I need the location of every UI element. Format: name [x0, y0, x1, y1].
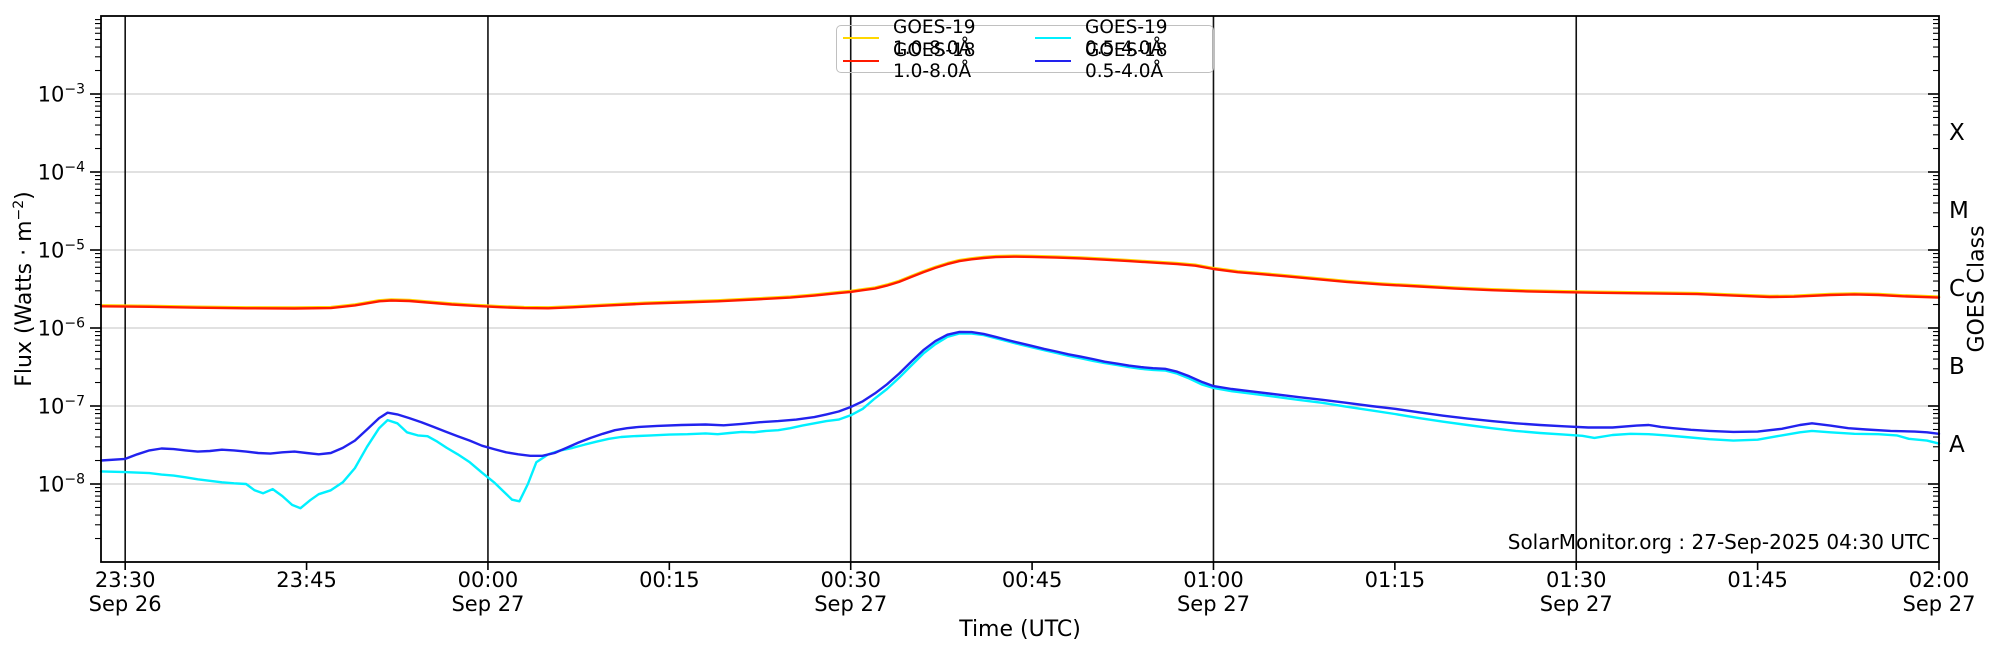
legend-item: GOES-19 0.5-4.0Å [1035, 17, 1201, 59]
x-tick-date-label: Sep 26 [88, 592, 162, 616]
legend-item-label: GOES-18 1.0-8.0Å [893, 39, 976, 82]
y-tick-base: 10 [37, 82, 65, 107]
legend-item-label: GOES-19 1.0-8.0Å [893, 16, 976, 59]
series-line-goes-19-1-0-8-0- [99, 254, 1941, 309]
goes-class-label-b: B [1949, 354, 1965, 380]
axes-spines-and-ticks [90, 15, 1940, 570]
y-tick-exponent: −8 [64, 471, 85, 488]
y-tick-base: 10 [37, 160, 65, 185]
x-tick-label: 00:00 [457, 568, 519, 592]
legend-item-label: GOES-19 0.5-4.0Å [1085, 16, 1168, 59]
y-tick-label: 10−3 [38, 82, 85, 107]
x-tick-label: 01:45 [1727, 568, 1788, 592]
y-tick-exponent: −6 [64, 315, 85, 332]
watermark-text: SolarMonitor.org : 27-Sep-2025 04:30 UTC [1507, 530, 1930, 554]
x-tick-date-label: Sep 27 [451, 592, 525, 616]
y-tick-base: 10 [37, 316, 65, 341]
series-line-goes-18-0-5-4-0- [99, 330, 1941, 462]
y-tick-base: 10 [37, 394, 65, 419]
legend-line-swatch [1035, 36, 1071, 39]
legend-line-swatch [843, 59, 879, 62]
legend-item: GOES-18 1.0-8.0Å [843, 40, 1009, 82]
x-tick-label: 23:30 [94, 568, 156, 592]
x-axis-title: Time (UTC) [959, 617, 1081, 642]
legend-box: GOES-19 1.0-8.0Å GOES-19 0.5-4.0Å GOES-18 … [836, 17, 1214, 82]
x-tick-label: 00:30 [820, 568, 881, 592]
goes-class-label-c: C [1949, 276, 1966, 302]
legend-item: GOES-18 0.5-4.0Å [1035, 40, 1201, 82]
x-tick-label: 23:45 [276, 568, 337, 592]
series-line-goes-19-0-5-4-0- [99, 332, 1941, 510]
y-tick-base: 10 [37, 472, 65, 497]
plot-border [100, 15, 1940, 563]
x-tick-date-label: Sep 27 [1539, 592, 1613, 616]
x-tick-label: 01:00 [1183, 568, 1244, 592]
y-tick-label: 10−8 [38, 472, 85, 497]
y-tick-base: 10 [37, 238, 65, 263]
legend-item: GOES-19 1.0-8.0Å [843, 17, 1009, 59]
x-tick-label: 01:30 [1545, 568, 1607, 592]
x-tick-date-label: Sep 27 [1176, 592, 1250, 616]
y-tick-exponent: −5 [64, 237, 85, 254]
x-tick-date-label: Sep 27 [814, 592, 888, 616]
y-tick-exponent: −4 [64, 159, 85, 176]
y-tick-label: 10−7 [38, 394, 85, 419]
x-tick-label: 01:15 [1364, 568, 1426, 592]
y-tick-label: 10−5 [38, 238, 85, 263]
legend-line-swatch [843, 36, 879, 39]
y-tick-exponent: −7 [64, 393, 85, 410]
y-axis-title-sup: −2 [10, 199, 27, 221]
goes-class-label-m: M [1949, 198, 1969, 224]
y-axis-title: Flux (Watts · m−2) [11, 191, 37, 387]
flux-curves [99, 254, 1941, 510]
x-tick-label: 00:45 [1001, 568, 1063, 592]
goes-class-label-a: A [1949, 432, 1965, 458]
right-axis-title: GOES Class [1964, 225, 1990, 353]
x-tick-label: 00:15 [639, 568, 700, 592]
x-tick-date-label: Sep 27 [1902, 592, 1976, 616]
y-tick-label: 10−4 [38, 160, 85, 185]
thirty-minute-vlines [124, 16, 1578, 562]
y-tick-label: 10−6 [38, 316, 85, 341]
goes-class-label-x: X [1949, 120, 1965, 146]
y-axis-title-suffix: ) [12, 191, 38, 200]
legend-line-swatch [1035, 59, 1071, 62]
x-tick-label: 02:00 [1908, 568, 1970, 592]
y-tick-exponent: −3 [64, 81, 85, 98]
gridlines [101, 93, 1939, 485]
series-line-goes-18-1-0-8-0- [99, 255, 1941, 310]
y-axis-title-text: Flux (Watts · m [12, 220, 38, 387]
legend-item-label: GOES-18 0.5-4.0Å [1085, 39, 1168, 82]
